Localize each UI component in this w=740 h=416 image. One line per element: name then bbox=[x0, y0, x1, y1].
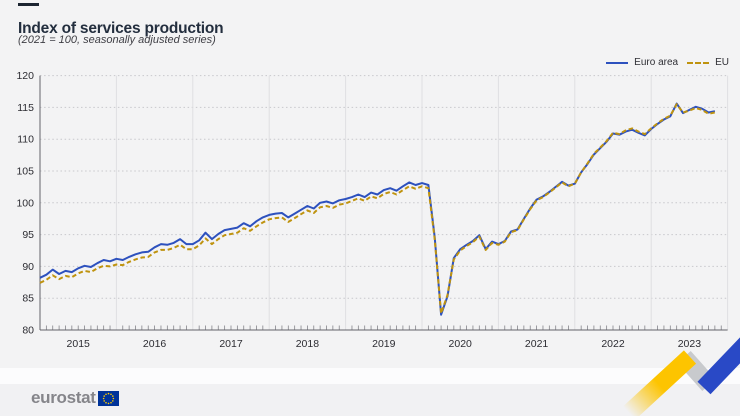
eurostat-logo: eurostat bbox=[31, 388, 119, 408]
y-tick-label-110: 110 bbox=[17, 134, 34, 146]
x-year-label-2019: 2019 bbox=[372, 338, 396, 350]
x-year-label-2016: 2016 bbox=[143, 338, 167, 350]
y-tick-label-105: 105 bbox=[16, 166, 34, 178]
series-line-eu bbox=[39, 103, 716, 315]
footer-divider-strip bbox=[0, 368, 740, 384]
flag-stars bbox=[102, 392, 114, 404]
legend-label-euro-area: Euro area bbox=[634, 57, 679, 68]
legend-label-eu: EU bbox=[715, 57, 729, 68]
chart-subtitle: (2021 = 100, seasonally adjusted series) bbox=[18, 34, 216, 46]
chart-legend: Euro area EU bbox=[606, 57, 729, 68]
legend-item-euro-area: Euro area bbox=[606, 57, 678, 68]
footer-band bbox=[0, 384, 740, 416]
y-tick-label-120: 120 bbox=[16, 70, 34, 82]
ribbon-yellow-segment bbox=[620, 350, 697, 416]
x-year-label-2020: 2020 bbox=[449, 338, 473, 350]
y-tick-label-90: 90 bbox=[22, 261, 34, 273]
y-tick-label-95: 95 bbox=[22, 229, 34, 241]
x-year-label-2021: 2021 bbox=[525, 338, 549, 350]
x-year-label-2015: 2015 bbox=[67, 338, 91, 350]
eu-flag-icon bbox=[97, 390, 119, 406]
x-year-label-2018: 2018 bbox=[296, 338, 320, 350]
eu-line-swatch bbox=[687, 61, 710, 64]
x-year-label-2023: 2023 bbox=[678, 338, 702, 350]
x-year-label-2017: 2017 bbox=[219, 338, 243, 350]
y-tick-label-80: 80 bbox=[22, 325, 34, 337]
statistics-ribbon-graphic bbox=[620, 337, 740, 416]
page-title: Index of services production bbox=[18, 20, 224, 38]
y-tick-label-100: 100 bbox=[16, 197, 34, 209]
euro-area-line-swatch bbox=[606, 61, 629, 64]
y-tick-label-85: 85 bbox=[22, 293, 34, 305]
ribbon-blue-segment bbox=[697, 337, 740, 395]
legend-item-eu: EU bbox=[687, 57, 729, 68]
x-year-label-2022: 2022 bbox=[601, 338, 625, 350]
y-tick-label-115: 115 bbox=[17, 102, 34, 114]
title-accent-bar bbox=[18, 3, 39, 6]
eurostat-wordmark: eurostat bbox=[31, 388, 96, 407]
series-line-euro-area bbox=[39, 102, 716, 316]
